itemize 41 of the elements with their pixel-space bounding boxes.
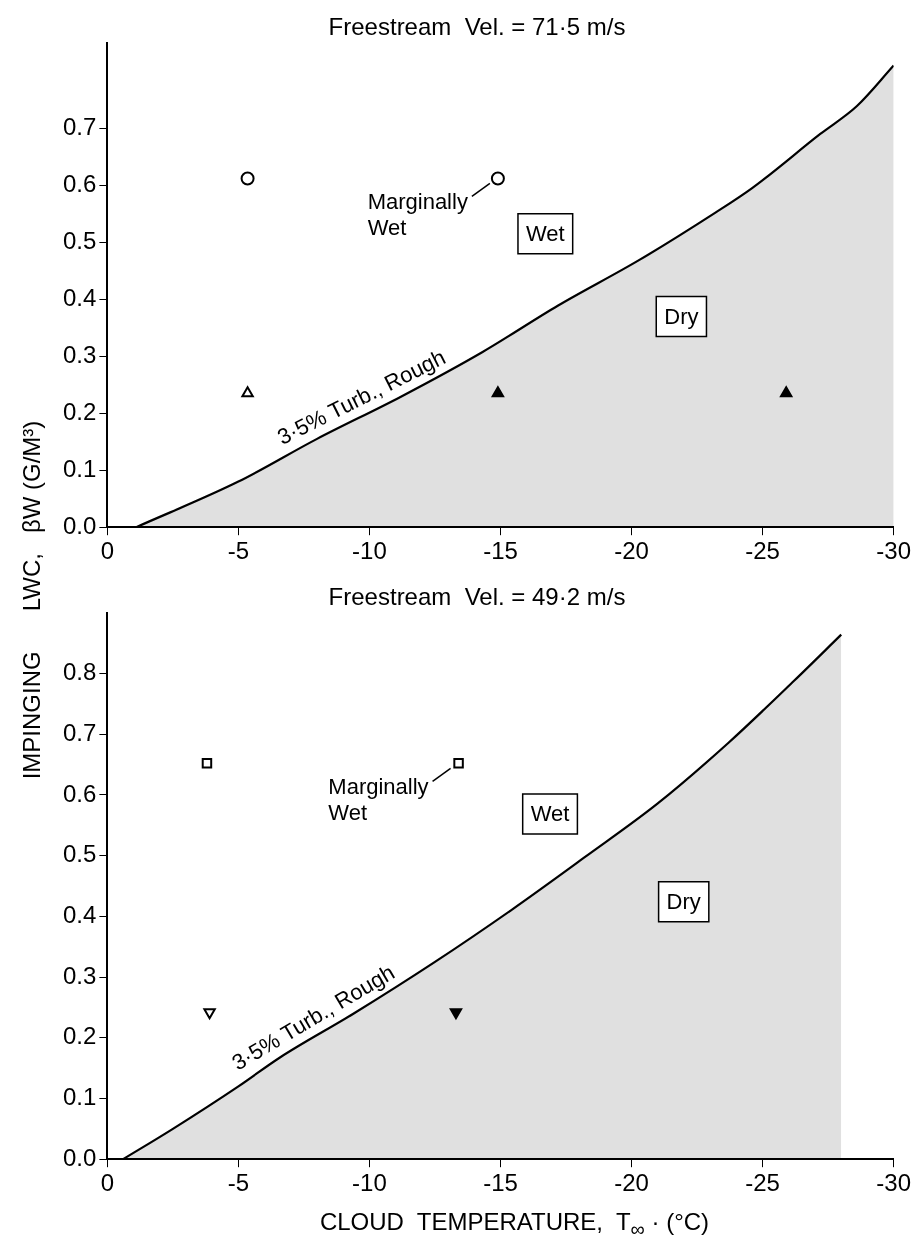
- x-tick-label: -30: [876, 537, 911, 565]
- annotation: Wet: [530, 800, 570, 826]
- x-axis-title: CLOUD TEMPERATURE, T$_{∞}$ · (°C): [318, 1208, 711, 1241]
- x-tick-label: -15: [483, 1169, 518, 1197]
- y-tick-label: 0.4: [62, 900, 97, 928]
- x-tick-label: -10: [352, 537, 387, 565]
- y-tick-label: 0.3: [62, 340, 97, 368]
- annotation: Marginally Wet: [367, 189, 468, 241]
- y-tick-label: 0.7: [62, 112, 97, 140]
- y-tick-label: 0.2: [62, 397, 97, 425]
- y-tick-label: 0.6: [62, 779, 97, 807]
- annotation: Wet: [525, 220, 565, 246]
- y-tick-label: 0.7: [62, 718, 97, 746]
- annotation: Marginally Wet: [328, 774, 429, 826]
- y-axis-title: IMPINGING LWC, βW (G/M³): [18, 420, 46, 780]
- x-tick-label: -15: [483, 537, 518, 565]
- x-tick-label: -25: [745, 537, 780, 565]
- x-tick-label: -25: [745, 1169, 780, 1197]
- y-tick-label: 0.1: [62, 1083, 97, 1111]
- y-tick-label: 0.0: [62, 511, 97, 539]
- chart-title: Freestream Vel. = 71·5 m/s: [328, 13, 626, 41]
- annotation: Dry: [664, 303, 699, 329]
- x-tick-label: -10: [352, 1169, 387, 1197]
- x-tick-label: -20: [614, 537, 649, 565]
- y-tick-label: 0.5: [62, 840, 97, 868]
- x-tick-label: 0: [100, 537, 115, 565]
- y-tick-label: 0.4: [62, 283, 97, 311]
- x-tick-label: -20: [614, 1169, 649, 1197]
- x-tick-label: -5: [227, 1169, 250, 1197]
- y-tick-label: 0.6: [62, 169, 97, 197]
- y-tick-label: 0.2: [62, 1022, 97, 1050]
- y-tick-label: 0.5: [62, 226, 97, 254]
- annotation: Dry: [666, 888, 701, 914]
- x-tick-label: -30: [876, 1169, 911, 1197]
- y-tick-label: 0.0: [62, 1143, 97, 1171]
- y-tick-label: 0.8: [62, 658, 97, 686]
- x-tick-label: -5: [227, 537, 250, 565]
- x-tick-label: 0: [100, 1169, 115, 1197]
- chart-title: Freestream Vel. = 49·2 m/s: [328, 583, 626, 611]
- y-tick-label: 0.1: [62, 454, 97, 482]
- y-tick-label: 0.3: [62, 961, 97, 989]
